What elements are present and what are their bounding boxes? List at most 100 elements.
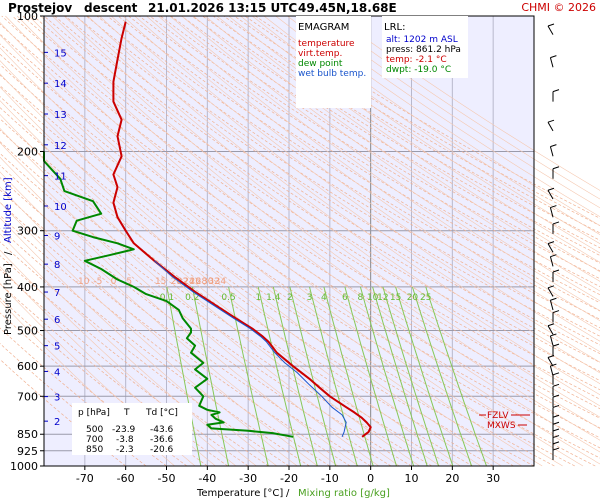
pressure-tick-label: 1000 <box>10 460 38 473</box>
dry-adiabat-line <box>191 15 600 264</box>
theta-label-mid: 5 <box>126 277 132 287</box>
moist-adiabat-line <box>169 15 600 322</box>
fzlv-label: FZLV <box>487 411 509 421</box>
dry-adiabat-line <box>0 74 575 467</box>
wind-barb <box>547 241 555 253</box>
dry-adiabat-line <box>12 15 600 410</box>
moist-adiabat-line <box>63 15 600 418</box>
moist-adiabat-line <box>322 15 600 200</box>
moist-adiabat-line <box>158 15 600 332</box>
mixing-ratio-label: 4 <box>321 293 327 303</box>
series-wet-bulb-temp <box>153 260 347 437</box>
series-virt-temp <box>125 230 372 438</box>
moist-adiabat-line <box>263 15 600 245</box>
wind-barb <box>552 383 560 397</box>
station-name: Prostejov <box>8 1 72 15</box>
mixing-ratio-line <box>272 286 318 467</box>
table-p-850: 850 <box>86 445 103 455</box>
dry-adiabat-line <box>244 15 600 227</box>
lrl-box <box>382 16 468 78</box>
table-td-500: -43.6 <box>150 425 174 435</box>
lrl-altitude: alt: 1202 m ASL <box>386 35 458 45</box>
temperature-tick-label: -30 <box>239 472 257 485</box>
theta-label-mid: 34 <box>215 277 227 287</box>
mixing-ratio-label: 15 <box>390 293 401 303</box>
x-axis-label: Temperature [°C] <box>196 488 283 499</box>
table-p-700: 700 <box>86 435 103 445</box>
pressure-ticks: 100 200 300 400 500 600 700 850 925 1000 <box>10 10 44 473</box>
temperature-tick-label: -40 <box>198 472 216 485</box>
theta-label-mid: 0 <box>111 277 117 287</box>
altitude-tick-label: 2 <box>54 417 60 428</box>
temperature-tick-label: 0 <box>367 472 374 485</box>
wind-barb <box>552 166 560 179</box>
pressure-tick-label: 850 <box>17 428 38 441</box>
mixing-ratio-line <box>257 286 302 467</box>
altitude-tick-label: 6 <box>54 315 60 326</box>
lrl-dewpoint: dwpt: -19.0 °C <box>386 65 451 75</box>
table-td-700: -36.6 <box>150 435 174 445</box>
wind-barb <box>552 394 560 408</box>
moist-adiabat-line <box>16 15 600 465</box>
temperature-tick-label: -50 <box>158 472 176 485</box>
theta-label-mid: -10 <box>75 277 90 287</box>
moist-adiabat-line <box>275 15 600 235</box>
wind-barb <box>547 285 555 297</box>
legend-temperature: temperature <box>298 39 355 49</box>
moist-adiabat-line <box>252 15 600 254</box>
pressure-tick-label: 300 <box>17 225 38 238</box>
wind-barb <box>549 297 557 311</box>
pressure-tick-label: 400 <box>17 281 38 294</box>
altitude-tick-label: 4 <box>54 367 60 378</box>
mixing-ratio-line <box>372 286 428 467</box>
dry-adiabat-line <box>0 268 249 467</box>
moist-adiabat-line <box>0 60 502 467</box>
dry-adiabat-line <box>138 15 600 304</box>
x-axis-separator: / <box>286 488 290 499</box>
dry-adiabat-line <box>0 241 290 467</box>
y-axis-label-altitude: Altitude [km] <box>3 177 14 243</box>
mixing-ratio-line <box>289 286 337 467</box>
dry-adiabat-line <box>0 118 494 467</box>
wind-barb <box>549 205 557 218</box>
theta-label-mid: -5 <box>93 277 102 287</box>
mxws-label: MXWS <box>487 421 516 431</box>
pressure-tick-label: 600 <box>17 360 38 373</box>
dry-adiabat-line <box>0 23 600 429</box>
altitude-tick-label: 13 <box>54 110 67 121</box>
dry-adiabats <box>0 15 600 467</box>
wind-barb <box>552 421 560 435</box>
mixing-ratio-line <box>382 286 440 467</box>
moist-adiabat-line <box>216 15 600 282</box>
wind-barb <box>547 323 555 335</box>
moist-adiabat-line <box>228 15 600 273</box>
dry-adiabat-line <box>0 107 514 467</box>
moist-adiabat-line <box>181 15 600 312</box>
moist-adiabat-line <box>99 15 600 385</box>
mixing-ratio-label: 0.2 <box>185 293 199 303</box>
dry-adiabat-line <box>0 283 229 467</box>
moist-adiabat-line <box>193 15 600 302</box>
moist-adiabat-line <box>110 15 600 374</box>
mixing-ratio-label: 3 <box>307 293 313 303</box>
dry-adiabat-line <box>0 53 600 459</box>
mixing-ratio-label: 2 <box>287 293 293 303</box>
dry-adiabat-line <box>0 255 269 467</box>
sounding-mode: descent <box>84 1 138 15</box>
wind-barb <box>552 372 560 385</box>
theta-label-mid: 26 <box>190 277 202 287</box>
legend-title: EMAGRAM <box>298 22 349 33</box>
mixing-ratio-line <box>395 286 454 467</box>
pressure-tick-label: 100 <box>17 10 38 23</box>
mixing-ratio-line <box>359 286 415 467</box>
legend-wet-bulb: wet bulb temp. <box>298 69 366 79</box>
dry-adiabat-line <box>0 33 600 439</box>
moist-adiabat-line <box>0 217 277 467</box>
dry-adiabat-line <box>22 15 600 400</box>
wind-barb <box>549 363 557 376</box>
lrl-title: LRL: <box>384 22 405 33</box>
moist-adiabat-line <box>0 47 522 467</box>
dry-adiabat-line <box>0 177 392 467</box>
moist-adiabat-line <box>287 15 600 226</box>
